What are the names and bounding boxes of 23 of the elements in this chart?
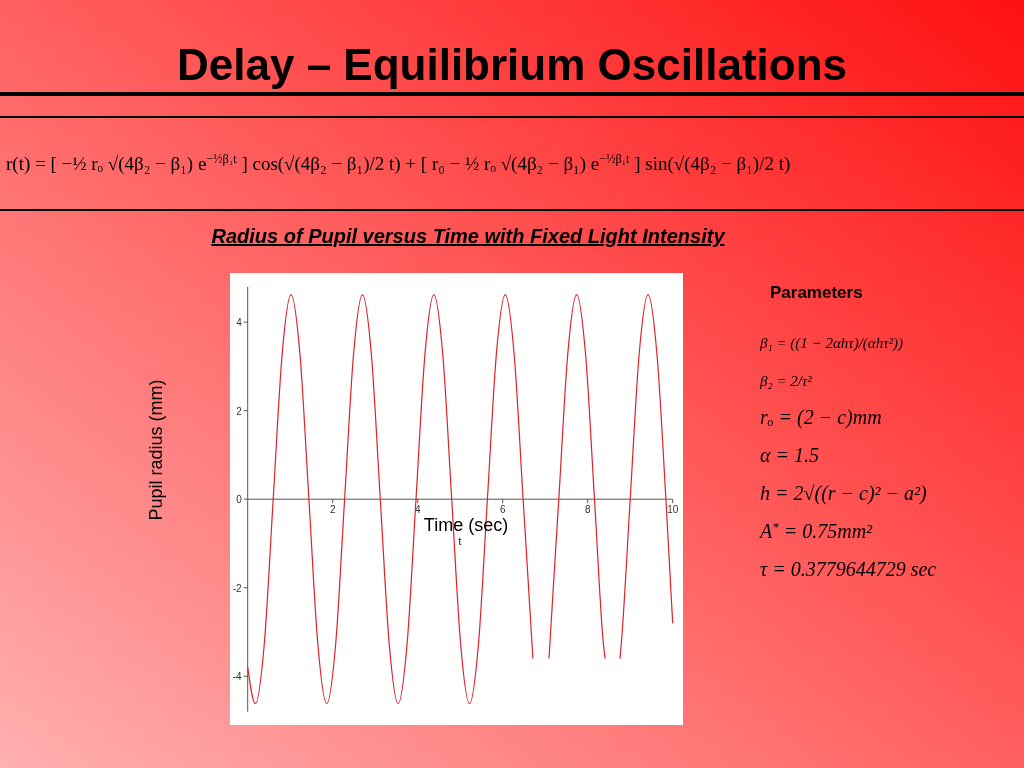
y-axis-title: Pupil radius (mm): [146, 379, 166, 521]
chart-title: Delay – Equilibrium Oscillations: [177, 40, 847, 89]
y-tick-label: 4: [236, 317, 243, 329]
text: h = 2√((r − c)² − a²): [760, 482, 928, 505]
chart-subtitle: Radius of Pupil versus Time with Fixed Light Intensity: [211, 225, 726, 247]
x-axis-title: Time (sec): [423, 515, 509, 535]
text: τ = 0.3779644729 sec: [760, 558, 937, 580]
x-tick-label: 10: [667, 504, 679, 516]
y-tick-label: 2: [236, 405, 243, 417]
text: β₂ = 2/τ²: [759, 373, 813, 389]
text: β₁ = ((1 − 2αhτ)/(αhτ²)): [759, 335, 904, 352]
y-tick-label: 0: [236, 494, 243, 506]
x-tick-label: 2: [329, 504, 336, 516]
text: rₒ = (2 − c)mm: [760, 406, 882, 429]
text: Parameters: [770, 283, 863, 302]
y-tick-label: -4: [232, 671, 243, 683]
text: A$^{*}$ = 0.75mm²: [758, 518, 874, 542]
x-tick-label: 8: [584, 504, 591, 516]
x-tick-label: 6: [499, 504, 506, 516]
text: r(t) = [ −½ rₒ √(4β₂ − β₁) e$^{−½β₁t}$ ] cos(√(4β₂ − β₁)/2 t) + [ r₀ − ½ rₒ √(4β₂ − β₁) e$^{−½β₁t}$ ] sin(√(4β₂ − β₁)/2 t): [6, 152, 791, 175]
y-tick-label: -2: [232, 582, 243, 594]
text: α = 1.5: [760, 444, 819, 466]
annotation: t: [458, 536, 462, 547]
